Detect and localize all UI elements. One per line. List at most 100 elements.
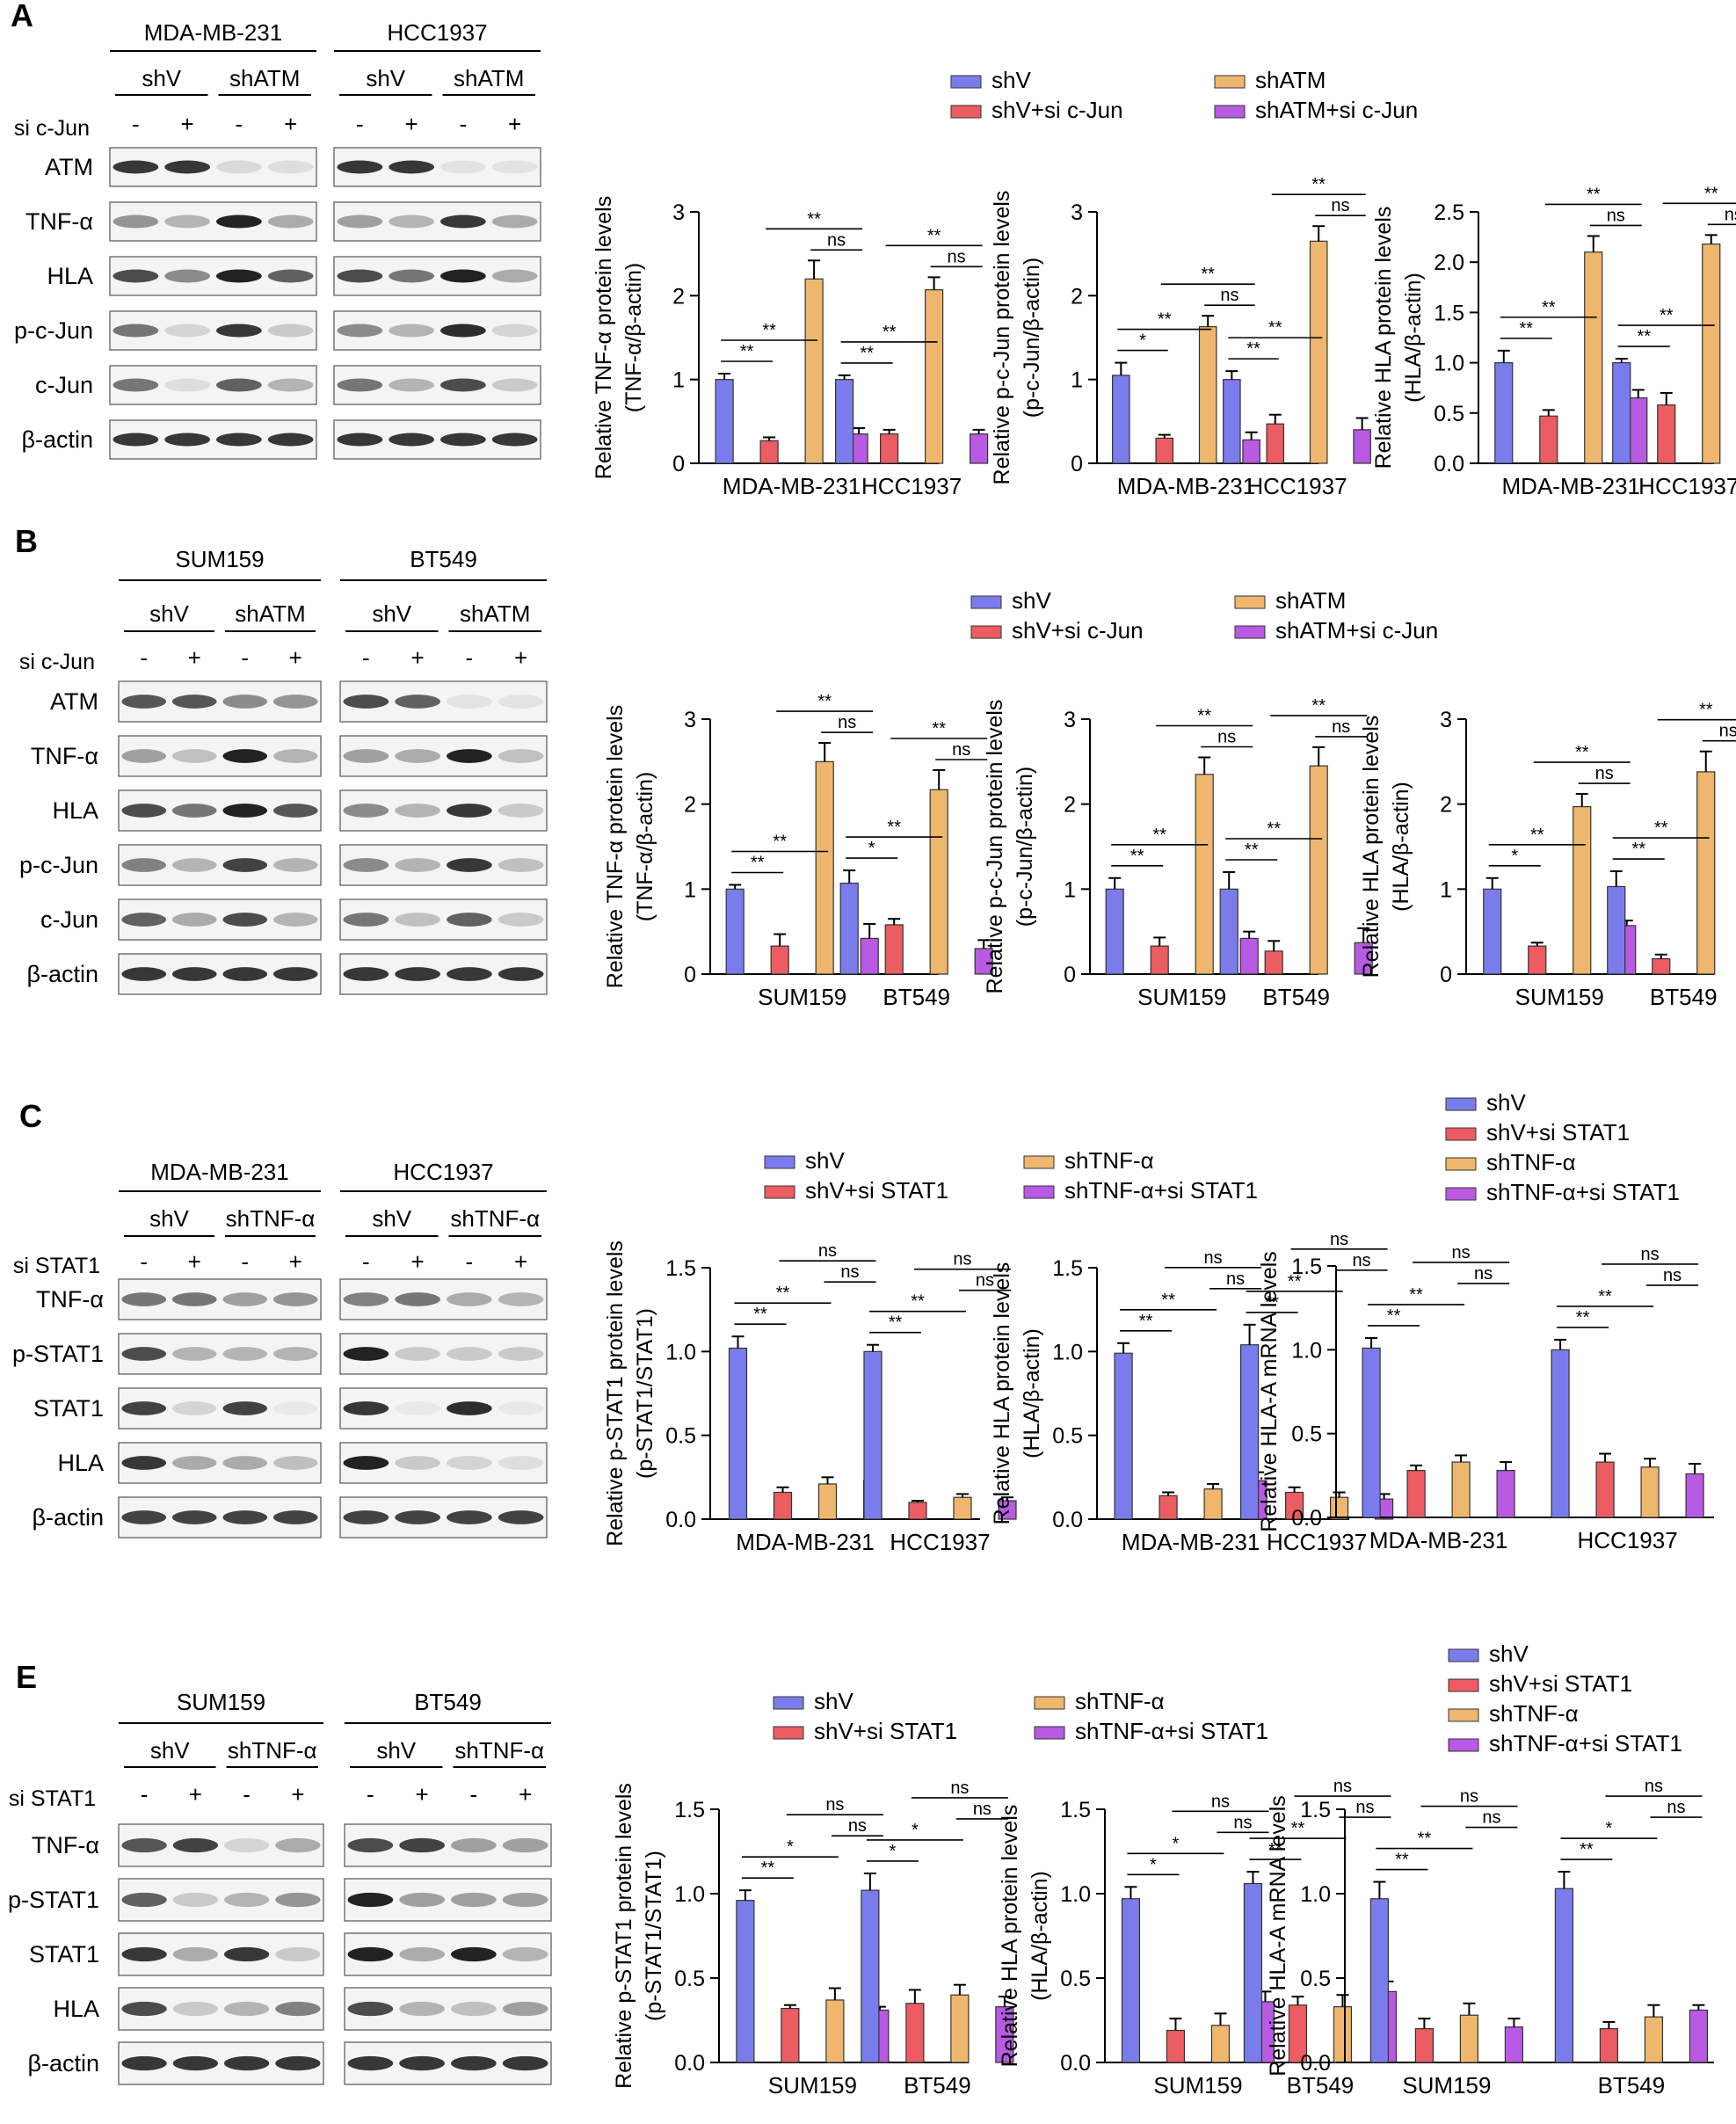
blot-panel-a: Asi c-Jun MDA-MB-231 shV shATM - + - + HCC1937 sh…: [11, 0, 541, 460]
protein-band: [498, 695, 544, 709]
blot-strip: [339, 898, 548, 941]
y-tick-label: 0.0: [1060, 2051, 1091, 2076]
protein-band: [343, 1510, 389, 1524]
protein-band: [267, 433, 314, 447]
legend-swatch: [1023, 1185, 1055, 1199]
significance-label: ns: [1719, 722, 1736, 741]
bar: [1657, 404, 1676, 464]
significance-label: **: [1197, 707, 1211, 726]
legend-swatch: [970, 595, 1002, 609]
category-label: BT549: [1598, 2072, 1666, 2099]
y-tick-label: 0.5: [1291, 1422, 1322, 1447]
significance-label: **: [1139, 1312, 1153, 1331]
protein-band: [498, 1292, 544, 1306]
y-tick-label: 1.0: [674, 1882, 705, 1907]
y-axis-label: Relative p-c-Jun protein levels: [990, 191, 1014, 485]
legend-label: shV: [805, 1147, 845, 1174]
protein-band: [440, 269, 486, 283]
treatment-sign: +: [284, 111, 297, 137]
bar: [1166, 2029, 1186, 2063]
protein-label: STAT1: [29, 1941, 99, 1968]
panel-letter-b: B: [15, 523, 38, 559]
significance-label: ns: [948, 247, 966, 266]
protein-band: [113, 324, 159, 338]
bar-chart-b1: 0 1 2 3 Relative TNF-α protein levels (TNF-α/…: [603, 692, 993, 1010]
y-axis-label: (p-STAT1/STAT1): [642, 1851, 666, 2021]
category-label: SUM159: [758, 984, 846, 1010]
y-axis-label: Relative TNF-α protein levels: [603, 705, 628, 988]
bar: [1599, 2028, 1619, 2063]
significance-label: ns: [952, 740, 970, 760]
bar: [1105, 888, 1124, 975]
bar: [815, 760, 834, 975]
legend-label: shTNF-α+si STAT1: [1064, 1177, 1258, 1204]
bar: [770, 945, 789, 975]
protein-band: [121, 967, 167, 981]
protein-band: [399, 1837, 445, 1853]
protein-band: [113, 378, 159, 392]
bar-chart-c2: 0.0 0.5 1.0 1.5 Relative HLA protein levels(…: [990, 1230, 1394, 1555]
group-label: shV: [150, 1737, 190, 1764]
category-label: BT549: [904, 2072, 971, 2099]
bar-chart-a2: 0 1 2 3 Relative p-c-Jun protein levels (p-c-…: [990, 175, 1371, 499]
protein-band: [275, 1946, 321, 1962]
protein-band: [275, 1892, 321, 1908]
significance-label: ns: [827, 230, 846, 250]
protein-band: [222, 1292, 268, 1306]
protein-band: [395, 1292, 440, 1306]
bar: [1607, 885, 1626, 975]
bar: [1264, 950, 1283, 975]
protein-label: HLA: [57, 1450, 104, 1476]
legend-c: shV shV+si STAT1 shTNF-α shTNF-α+si STAT1: [764, 1147, 1258, 1204]
protein-band: [395, 1401, 440, 1415]
protein-band: [389, 160, 434, 174]
y-tick-label: 0: [1064, 963, 1076, 987]
bar: [1243, 1882, 1263, 2063]
significance-label: **: [1245, 840, 1259, 860]
bar-chart-c1: 0.0 0.5 1.0 1.5 Relative p-STAT1 protein lev…: [603, 1240, 1017, 1555]
bar: [1159, 1495, 1178, 1520]
protein-band: [395, 1456, 440, 1470]
protein-band: [164, 269, 210, 283]
protein-band: [272, 749, 318, 763]
significance-label: *: [1139, 331, 1146, 351]
treatment-sign: +: [289, 1248, 302, 1275]
cell-line-label: SUM159: [177, 1689, 265, 1715]
significance-label: **: [807, 209, 821, 229]
bar: [759, 440, 779, 464]
bar: [1652, 957, 1671, 975]
group-label: shATM: [235, 600, 305, 627]
significance-label: **: [1311, 696, 1326, 716]
protein-band: [447, 695, 492, 709]
protein-band: [272, 1510, 318, 1524]
significance-label: ns: [1353, 1251, 1371, 1270]
protein-band: [491, 378, 538, 392]
bar: [1195, 774, 1214, 975]
protein-band: [447, 1510, 492, 1524]
significance-label: **: [1530, 826, 1544, 845]
protein-band: [447, 967, 492, 981]
legend-label: shTNF-α: [1064, 1147, 1154, 1174]
significance-label: **: [889, 1313, 903, 1333]
legend-swatch: [773, 1726, 804, 1740]
protein-band: [395, 695, 440, 709]
bar: [1551, 1349, 1570, 1518]
y-axis-label: (TNF-α/β-actin): [633, 772, 657, 921]
protein-band: [113, 160, 159, 174]
protein-band: [121, 1401, 167, 1415]
bar: [1239, 1344, 1260, 1520]
blot-strip: [339, 1442, 548, 1484]
protein-band: [222, 913, 268, 927]
y-tick-label: 2.5: [1434, 200, 1464, 225]
legend-swatch: [1214, 105, 1246, 119]
protein-band: [343, 1456, 389, 1470]
protein-label: HLA: [53, 1996, 99, 2022]
protein-band: [498, 749, 544, 763]
significance-label: **: [1575, 743, 1589, 762]
legend-label: shTNF-α: [1075, 1688, 1165, 1714]
protein-band: [121, 2001, 167, 2017]
y-tick-label: 1.0: [1291, 1338, 1322, 1363]
y-tick-label: 2: [1440, 793, 1452, 818]
bar-chart-a3: 0.0 0.5 1.0 1.5 2.0 2.5 Relative HLA protein l…: [1371, 184, 1736, 499]
y-axis-label: (HLA/β-actin): [1028, 1871, 1052, 2001]
